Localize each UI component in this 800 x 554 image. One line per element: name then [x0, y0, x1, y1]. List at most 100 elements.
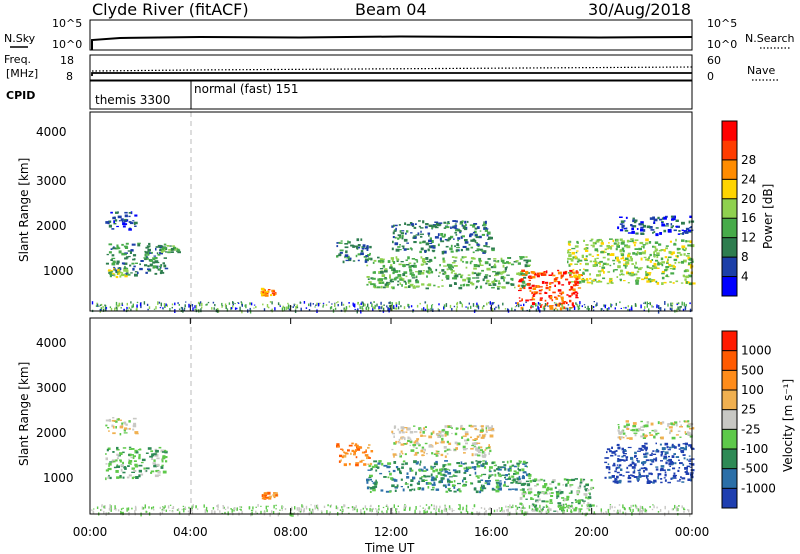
power-cell	[523, 285, 526, 287]
power-panel: 4000 3000 2000 1000 Slant Range [km] 282…	[17, 111, 775, 314]
velocity-ground-cell	[448, 505, 451, 509]
power-cell	[392, 286, 395, 290]
power-cell	[619, 279, 622, 282]
velocity-cell	[262, 496, 266, 499]
power-cell	[357, 253, 361, 256]
power-cell	[619, 238, 623, 241]
velocity-cell	[576, 493, 579, 496]
power-cell	[446, 226, 450, 229]
velocity-ground-cell	[117, 509, 120, 512]
power-cell	[601, 266, 606, 269]
power-cell	[633, 220, 637, 224]
power-cell	[400, 261, 404, 263]
power-ground-cell	[123, 308, 125, 312]
power-cell	[409, 269, 413, 272]
velocity-cell	[341, 448, 344, 452]
power-cell	[531, 296, 534, 300]
power-cell	[573, 274, 578, 278]
velocity-cell	[134, 451, 137, 454]
velocity-cell	[610, 454, 614, 457]
velocity-cell	[457, 482, 461, 485]
velocity-ground-cell	[571, 511, 573, 513]
velocity-colorbar-swatch	[722, 409, 737, 430]
velocity-cell	[657, 476, 659, 479]
velocity-cell	[391, 430, 394, 434]
velocity-cell	[513, 470, 517, 473]
velocity-ground-cell	[462, 508, 464, 511]
power-cell	[336, 242, 339, 244]
velocity-cell	[661, 421, 665, 424]
power-cell	[620, 253, 625, 257]
velocity-cell	[504, 468, 507, 471]
velocity-cell	[543, 479, 546, 482]
power-cell	[462, 260, 464, 263]
velocity-cell	[444, 431, 449, 434]
power-cell	[431, 249, 436, 252]
velocity-cell	[475, 475, 479, 478]
power-cell	[653, 266, 657, 269]
power-cell	[528, 275, 532, 278]
power-ground-cell	[364, 303, 366, 307]
velocity-cell	[608, 467, 611, 471]
velocity-cell	[156, 463, 160, 467]
velocity-cell	[558, 504, 562, 506]
power-cell	[548, 288, 551, 291]
power-cell	[460, 235, 463, 239]
power-cell	[676, 248, 681, 250]
power-cell	[673, 229, 677, 232]
velocity-ground-cell	[369, 505, 372, 507]
velocity-ground-cell	[284, 508, 287, 511]
velocity-cell	[567, 506, 570, 509]
power-cell	[352, 245, 355, 248]
power-cell	[470, 239, 474, 242]
power-cell	[610, 245, 614, 247]
velocity-ground-cell	[167, 505, 170, 509]
velocity-cell	[493, 464, 497, 467]
velocity-cell	[420, 434, 423, 437]
velocity-ground-cell	[611, 505, 613, 509]
power-cell	[425, 270, 430, 273]
power-cell	[409, 272, 413, 275]
power-cell	[616, 276, 619, 278]
velocity-cell	[549, 499, 553, 502]
velocity-region	[366, 460, 532, 494]
velocity-cell	[128, 420, 131, 423]
velocity-cell	[590, 487, 593, 490]
power-cell	[110, 248, 113, 250]
power-cell	[118, 247, 121, 249]
power-cell	[531, 284, 535, 287]
power-cell	[125, 268, 129, 270]
power-ground-cell	[520, 304, 522, 306]
velocity-cell	[513, 473, 517, 475]
velocity-cell	[369, 474, 373, 478]
power-cell	[401, 284, 403, 287]
power-cell	[387, 283, 389, 286]
velocity-ground-cell	[609, 504, 612, 506]
power-cell	[567, 241, 571, 244]
power-cell	[396, 259, 399, 262]
power-cell	[619, 249, 623, 251]
velocity-cell	[471, 444, 474, 447]
power-cell	[415, 275, 418, 279]
power-ground-cell	[362, 307, 364, 312]
velocity-cell	[508, 475, 511, 477]
power-cell	[483, 250, 487, 253]
power-cell	[147, 253, 150, 256]
velocity-cell	[617, 480, 620, 483]
velocity-cell	[547, 508, 550, 512]
power-cell	[416, 285, 420, 288]
velocity-ytick-3000: 3000	[36, 381, 67, 395]
velocity-cell	[571, 478, 576, 481]
velocity-ground-cell	[578, 509, 580, 513]
power-ground-cell	[535, 302, 537, 307]
velocity-cell	[526, 483, 531, 487]
power-cell	[461, 235, 465, 238]
velocity-cell	[119, 433, 122, 436]
power-cell	[422, 240, 426, 243]
velocity-ytick-1000: 1000	[43, 471, 74, 485]
power-ground-cell	[183, 307, 186, 310]
velocity-cell	[495, 485, 500, 489]
velocity-cell	[413, 441, 418, 444]
power-cell	[543, 273, 547, 276]
velocity-cell	[415, 473, 417, 476]
